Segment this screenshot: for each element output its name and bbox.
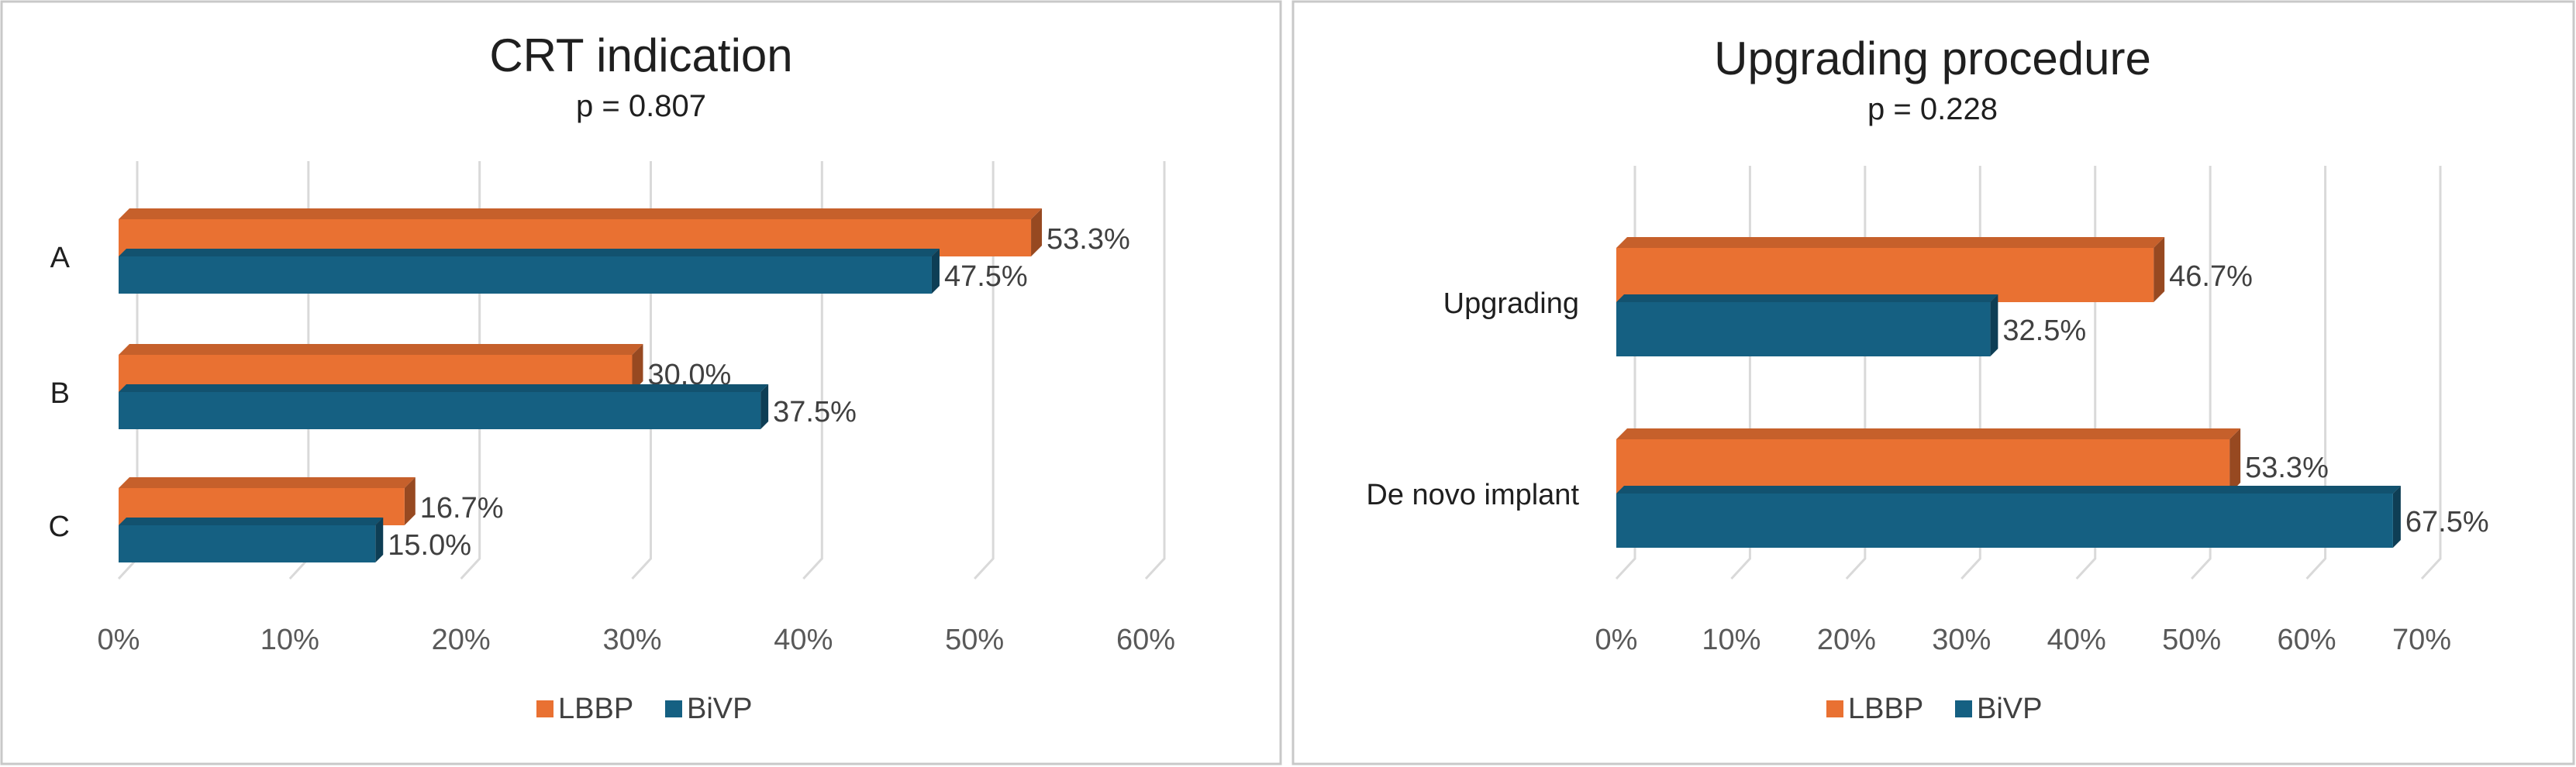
legend-swatch-lbbp [1826, 700, 1843, 717]
x-tick-label: 20% [432, 624, 491, 656]
bar-side-face [2392, 486, 2401, 548]
legend-swatch-bivp [665, 700, 682, 717]
bar-bivp-a [119, 256, 932, 294]
chart-panel-upgrading-procedure: Upgrading procedure p = 0.228 0% 10% 20% 30… [1291, 0, 2575, 765]
data-label: 15.0% [388, 529, 471, 562]
x-tick-label: 10% [260, 624, 319, 656]
bar-top-face [1616, 428, 2241, 439]
data-label: 46.7% [2169, 260, 2253, 293]
bar-top-face [119, 344, 643, 355]
bar-side-face [760, 384, 769, 429]
bar-lbbp-de-novo-implant [1616, 439, 2230, 494]
legend: LBBP BiVP [536, 693, 752, 725]
bar-side-face [404, 477, 416, 525]
x-tick-label: 10% [1702, 624, 1760, 656]
x-tick-label: 60% [2278, 624, 2336, 656]
data-label: 16.7% [420, 492, 504, 525]
category-label: A [50, 242, 71, 274]
x-tick-label: 0% [98, 624, 140, 656]
x-tick-label: 70% [2392, 624, 2451, 656]
gridline [2191, 166, 2212, 580]
data-label: 47.5% [944, 260, 1028, 293]
bar-bivp-de-novo-implant [1616, 494, 2393, 548]
legend-label-bivp: BiVP [687, 693, 752, 725]
bar-top-face [119, 518, 384, 525]
bar-side-face [931, 249, 940, 294]
chart-title: Upgrading procedure [1714, 33, 2151, 84]
chart-subtitle: p = 0.807 [576, 89, 706, 123]
x-tick-label: 60% [1116, 624, 1175, 656]
bar-side-face [2154, 237, 2165, 302]
bar-bivp-upgrading [1616, 302, 1991, 356]
bar-top-face [119, 249, 940, 256]
x-tick-label: 30% [602, 624, 661, 656]
plot-area: 0% 10% 20% 30% 40% 50% 60% 70% 46.7% 32.5% Upgradi… [1366, 166, 2489, 656]
panel-border [1291, 0, 2575, 765]
bar-top-face [119, 208, 1043, 219]
x-tick-label: 50% [2162, 624, 2221, 656]
legend-swatch-bivp [1955, 700, 1972, 717]
bar-top-face [1616, 486, 2401, 494]
legend-swatch-lbbp [536, 700, 553, 717]
data-label: 53.3% [2245, 452, 2329, 484]
x-tick-label: 30% [1932, 624, 1991, 656]
bar-bivp-c [119, 525, 376, 562]
gridline [974, 161, 995, 580]
legend: LBBP BiVP [1826, 693, 2042, 725]
x-tick-label: 40% [2047, 624, 2106, 656]
bar-side-face [632, 344, 643, 392]
gridline [2305, 166, 2327, 580]
bar-top-face [119, 477, 416, 488]
chart-subtitle: p = 0.228 [1867, 92, 1998, 126]
category-label: Upgrading [1443, 287, 1579, 320]
bar-top-face [1616, 237, 2165, 248]
data-label: 67.5% [2405, 506, 2489, 538]
legend-label-lbbp: LBBP [1848, 693, 1923, 725]
plot-area: 0% 10% 20% 30% 40% 50% 60%53.3%47.5%A30.0%37.5… [49, 161, 1175, 656]
bar-top-face [119, 384, 769, 392]
chart-panel-crt-indication: CRT indication p = 0.807 0% 10% 20% 30% 40% 5… [0, 0, 1282, 765]
data-label: 32.5% [2002, 315, 2086, 347]
data-label: 37.5% [773, 396, 857, 428]
data-label: 53.3% [1047, 223, 1130, 256]
bar-side-face [375, 518, 384, 562]
chart-title: CRT indication [489, 29, 792, 81]
category-label: B [50, 377, 70, 410]
legend-label-lbbp: LBBP [558, 693, 633, 725]
bar-bivp-b [119, 392, 761, 429]
bar-side-face [1990, 294, 1998, 356]
legend-label-bivp: BiVP [1977, 693, 2042, 725]
bar-side-face [2229, 428, 2241, 494]
category-label: De novo implant [1366, 479, 1579, 511]
x-tick-label: 20% [1817, 624, 1876, 656]
gridline [2420, 166, 2442, 580]
category-label: C [49, 511, 70, 543]
bar-side-face [1031, 208, 1043, 256]
bar-lbbp-upgrading [1616, 248, 2154, 302]
bar-top-face [1616, 294, 1998, 302]
x-tick-label: 40% [774, 624, 833, 656]
gridline [1144, 161, 1166, 580]
x-tick-label: 50% [945, 624, 1004, 656]
x-tick-label: 0% [1595, 624, 1638, 656]
